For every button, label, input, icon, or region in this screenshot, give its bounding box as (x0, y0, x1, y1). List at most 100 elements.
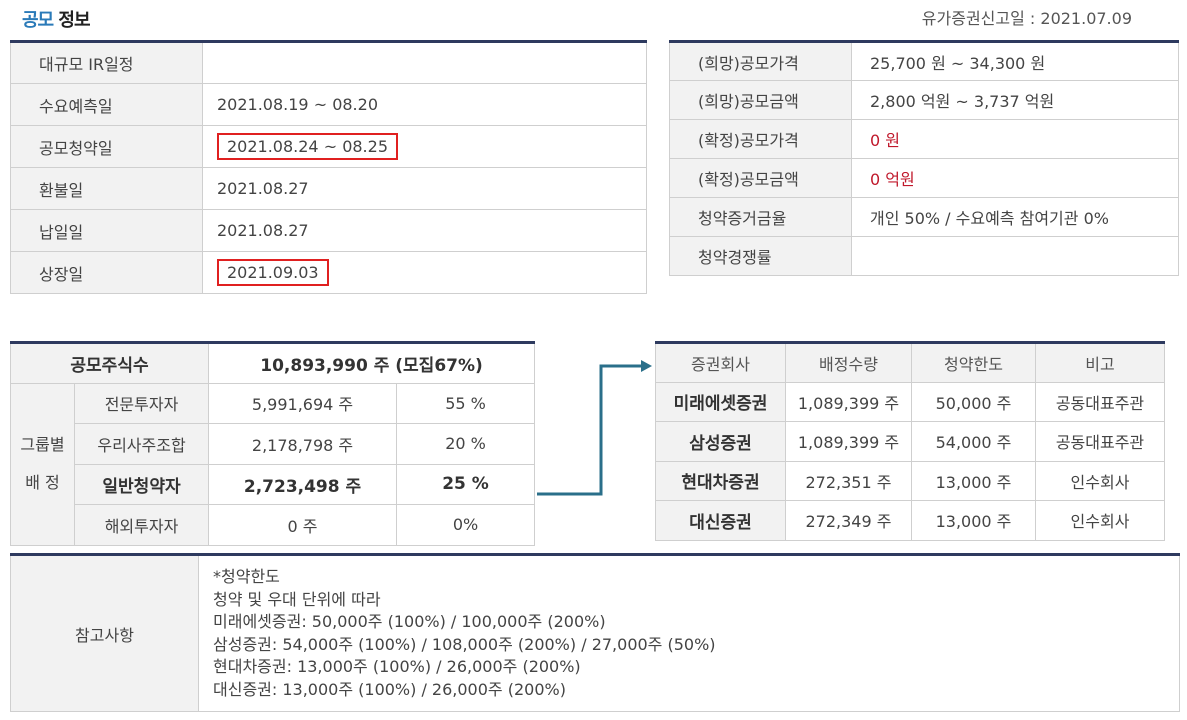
table-row: 일반청약자 2,723,498 주 25 % (11, 463, 536, 505)
table-row: 현대차증권 272,351 주 13,000 주 인수회사 (655, 460, 1165, 501)
schedule-label-listing: 상장일 (10, 251, 203, 294)
shares-group-label-2: 배 정 (25, 473, 60, 492)
broker-note: 인수회사 (1035, 500, 1165, 541)
brokers-header-note: 비고 (1035, 341, 1165, 383)
price-label-final-price: (확정)공모가격 (669, 119, 852, 159)
page-title: 공모 정보 (22, 6, 91, 32)
shares-row-qty: 5,991,694 주 (208, 382, 398, 424)
shares-row-pct: 20 % (396, 423, 536, 465)
price-value-final-price: 0 원 (851, 119, 1179, 159)
table-row: 대규모 IR일정 (10, 40, 647, 84)
schedule-value-refund: 2021.08.27 (202, 167, 647, 210)
table-row: (확정)공모금액 0 억원 (669, 158, 1179, 198)
shares-total-value: 10,893,990 주 (모집67%) (208, 341, 536, 384)
table-row: 수요예측일 2021.08.19 ~ 08.20 (10, 83, 647, 126)
shares-group-label: 그룹별 배 정 (10, 382, 75, 546)
notes-line: 청약 및 우대 단위에 따라 (213, 589, 381, 609)
price-value-hope-amount: 2,800 억원 ~ 3,737 억원 (851, 80, 1179, 120)
broker-alloc: 272,351 주 (785, 460, 912, 501)
shares-row-label: 전문투자자 (73, 382, 210, 424)
broker-firm: 미래에셋증권 (655, 381, 786, 422)
report-date: 유가증권신고일 : 2021.07.09 (921, 9, 1132, 28)
schedule-label-subscription: 공모청약일 (10, 125, 203, 168)
price-value-hope-price: 25,700 원 ~ 34,300 원 (851, 40, 1179, 81)
notes-line: 대신증권: 13,000주 (100%) / 26,000주 (200%) (213, 679, 566, 699)
schedule-value-subscription-cell: 2021.08.24 ~ 08.25 (202, 125, 647, 168)
schedule-label-forecast: 수요예측일 (10, 83, 203, 126)
price-label-competition: 청약경쟁률 (669, 236, 852, 276)
shares-row-label: 일반청약자 (73, 463, 210, 505)
schedule-value-ir (202, 40, 647, 84)
broker-firm: 삼성증권 (655, 421, 786, 462)
price-value-final-amount: 0 억원 (851, 158, 1179, 198)
table-row: (희망)공모금액 2,800 억원 ~ 3,737 억원 (669, 80, 1179, 120)
price-label-deposit-rate: 청약증거금율 (669, 197, 852, 237)
schedule-value-listing: 2021.09.03 (217, 259, 329, 286)
brokers-header-alloc: 배정수량 (785, 341, 912, 383)
table-row: (희망)공모가격 25,700 원 ~ 34,300 원 (669, 40, 1179, 81)
table-row: 공모주식수 10,893,990 주 (모집67%) (9, 341, 536, 384)
price-label-hope-price: (희망)공모가격 (669, 40, 852, 81)
shares-table: 공모주식수 10,893,990 주 (모집67%) 그룹별 배 정 전문투자자… (9, 341, 536, 546)
shares-row-pct: 55 % (396, 382, 536, 424)
table-row: 청약증거금율 개인 50% / 수요예측 참여기관 0% (669, 197, 1179, 237)
table-row: 환불일 2021.08.27 (10, 167, 647, 210)
price-value-competition (851, 236, 1179, 276)
broker-limit: 13,000 주 (911, 460, 1036, 501)
notes-line: 미래에셋증권: 50,000주 (100%) / 100,000주 (200%) (213, 612, 606, 631)
broker-alloc: 1,089,399 주 (785, 381, 912, 422)
table-row: (확정)공모가격 0 원 (669, 119, 1179, 159)
shares-row-qty: 2,178,798 주 (208, 423, 398, 465)
price-label-hope-amount: (희망)공모금액 (669, 80, 852, 120)
shares-total-label: 공모주식수 (9, 341, 210, 384)
shares-row-pct: 0% (396, 504, 536, 546)
table-row: 증권회사 배정수량 청약한도 비고 (655, 341, 1165, 383)
schedule-label-payment: 납일일 (10, 209, 203, 252)
notes-label: 참고사항 (10, 553, 199, 712)
notes-table: 참고사항 *청약한도 청약 및 우대 단위에 따라 미래에셋증권: 50,000… (10, 553, 1180, 712)
table-row: 상장일 2021.09.03 (10, 251, 647, 294)
broker-alloc: 272,349 주 (785, 500, 912, 541)
notes-line: *청약한도 (213, 567, 280, 586)
shares-group-label-1: 그룹별 (20, 435, 65, 454)
broker-note: 공동대표주관 (1035, 381, 1165, 422)
shares-row-label: 해외투자자 (73, 504, 210, 546)
broker-note: 인수회사 (1035, 460, 1165, 501)
broker-limit: 13,000 주 (911, 500, 1036, 541)
broker-alloc: 1,089,399 주 (785, 421, 912, 462)
shares-row-label: 우리사주조합 (73, 423, 210, 465)
table-row: 대신증권 272,349 주 13,000 주 인수회사 (655, 500, 1165, 541)
notes-line: 삼성증권: 54,000주 (100%) / 108,000주 (200%) /… (213, 634, 716, 654)
notes-line: 현대차증권: 13,000주 (100%) / 26,000주 (200%) (213, 657, 581, 676)
table-row: 그룹별 배 정 전문투자자 5,991,694 주 55 % (10, 382, 536, 546)
schedule-table: 대규모 IR일정 수요예측일 2021.08.19 ~ 08.20 공모청약일 … (10, 40, 647, 294)
broker-limit: 54,000 주 (911, 421, 1036, 462)
table-row: 참고사항 *청약한도 청약 및 우대 단위에 따라 미래에셋증권: 50,000… (10, 553, 1180, 712)
broker-limit: 50,000 주 (911, 381, 1036, 422)
table-row: 청약경쟁률 (669, 236, 1179, 276)
price-table: (희망)공모가격 25,700 원 ~ 34,300 원 (희망)공모금액 2,… (669, 40, 1179, 276)
schedule-label-ir: 대규모 IR일정 (10, 40, 203, 84)
table-row: 우리사주조합 2,178,798 주 20 % (11, 423, 536, 465)
table-row: 삼성증권 1,089,399 주 54,000 주 공동대표주관 (655, 421, 1165, 462)
shares-row-qty: 2,723,498 주 (208, 463, 398, 505)
schedule-value-listing-cell: 2021.09.03 (202, 251, 647, 294)
brokers-table: 증권회사 배정수량 청약한도 비고 미래에셋증권 1,089,399 주 50,… (655, 341, 1165, 541)
schedule-label-refund: 환불일 (10, 167, 203, 210)
schedule-value-payment: 2021.08.27 (202, 209, 647, 252)
brokers-header-firm: 증권회사 (655, 341, 786, 383)
broker-firm: 대신증권 (655, 500, 786, 541)
shares-row-pct: 25 % (396, 463, 536, 505)
schedule-value-forecast: 2021.08.19 ~ 08.20 (202, 83, 647, 126)
table-row: 납일일 2021.08.27 (10, 209, 647, 252)
broker-note: 공동대표주관 (1035, 421, 1165, 462)
shares-row-qty: 0 주 (208, 504, 398, 546)
schedule-value-subscription: 2021.08.24 ~ 08.25 (217, 133, 398, 160)
table-row: 해외투자자 0 주 0% (11, 504, 536, 546)
table-row: 미래에셋증권 1,089,399 주 50,000 주 공동대표주관 (655, 381, 1165, 422)
price-value-deposit-rate: 개인 50% / 수요예측 참여기관 0% (851, 197, 1179, 237)
page-title-rest: 정보 (58, 10, 90, 31)
notes-body: *청약한도 청약 및 우대 단위에 따라 미래에셋증권: 50,000주 (10… (198, 553, 1180, 712)
page-title-accent: 공모 (22, 10, 54, 31)
broker-firm: 현대차증권 (655, 460, 786, 501)
